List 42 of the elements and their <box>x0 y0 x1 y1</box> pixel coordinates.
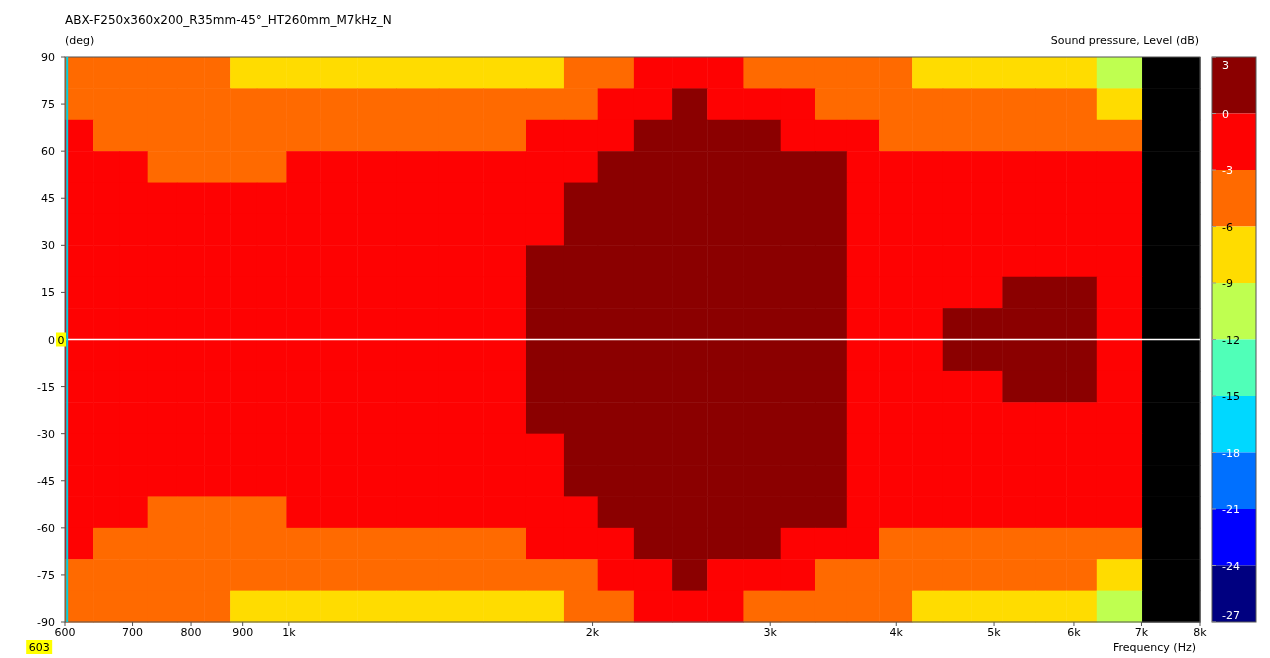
y-tick-label: 15 <box>41 286 55 300</box>
y-tick-label: 75 <box>41 98 55 112</box>
x-tick-label: 700 <box>122 626 144 639</box>
x-tick-label: 5k <box>987 626 1002 639</box>
y-tick-label: -90 <box>37 616 55 629</box>
color-bar-label: -12 <box>1222 333 1240 347</box>
color-bar-label: -24 <box>1222 559 1240 573</box>
color-bar-label: -9 <box>1222 277 1233 290</box>
color-bar-label: -27 <box>1222 609 1240 622</box>
color-bar-label: -18 <box>1222 446 1240 460</box>
x-tick-label: 7k <box>1134 626 1149 639</box>
x-tick-label: 8k <box>1193 626 1208 639</box>
color-bar-title: Sound pressure, Level (dB) <box>1050 34 1199 47</box>
x-tick-label: 3k <box>763 626 778 639</box>
x-axis-title: Frequency (Hz) <box>1113 641 1196 654</box>
color-bar-label: -6 <box>1222 220 1233 234</box>
x-tick-label: 800 <box>180 626 202 639</box>
color-bar-label: 3 <box>1222 59 1229 72</box>
y-tick-label: 45 <box>41 192 55 206</box>
x-tick-label: 2k <box>585 626 600 639</box>
y-tick-label: 90 <box>41 51 55 64</box>
x-tick-label: 1k <box>282 626 297 639</box>
color-bar-label: -21 <box>1222 503 1240 516</box>
y-tick-label: 60 <box>41 145 55 159</box>
y-tick-label: -60 <box>37 521 55 535</box>
y-tick-label: 30 <box>41 239 55 253</box>
ref-line-label: 0 <box>57 333 65 347</box>
y-tick-label: -45 <box>37 474 55 488</box>
x-tick-label: 6k <box>1067 626 1082 639</box>
y-tick-label: -15 <box>37 380 55 394</box>
color-bar-label: -3 <box>1222 164 1233 177</box>
color-bar-label: -15 <box>1222 390 1240 403</box>
x-tick-label: 900 <box>232 626 254 639</box>
y-tick-label: 0 <box>48 333 55 347</box>
y-tick-label: -75 <box>37 568 55 582</box>
color-bar-label: 0 <box>1222 107 1229 121</box>
x-tick-label: 4k <box>889 626 904 639</box>
chart-title: ABX-F250x360x200_R35mm-45°_HT260mm_M7kHz_N <box>65 13 392 27</box>
y-axis-title: (deg) <box>65 34 95 47</box>
x-tick-label: 600 <box>54 626 76 639</box>
y-tick-label: -30 <box>37 427 55 441</box>
ref-line-label: 603 <box>28 641 50 654</box>
